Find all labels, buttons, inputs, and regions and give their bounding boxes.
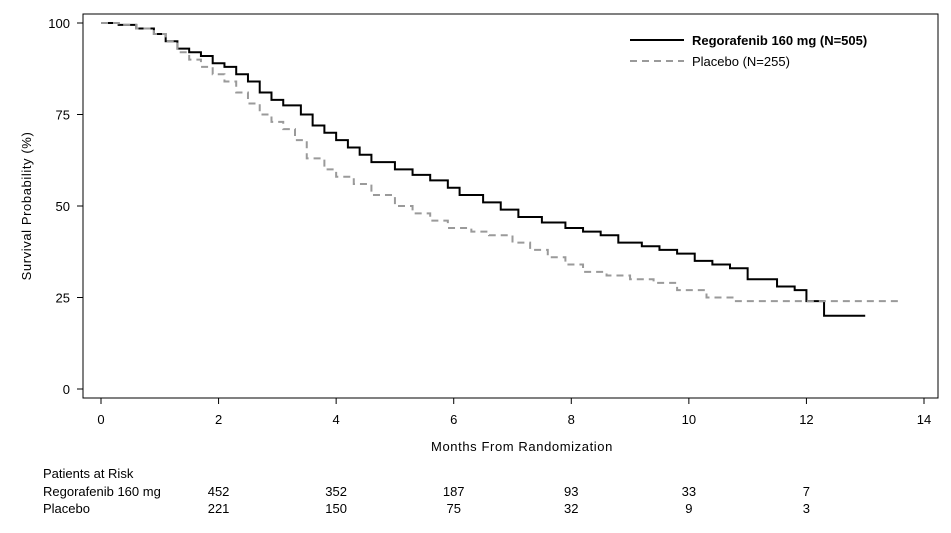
- risk-count: 150: [325, 501, 347, 516]
- y-tick-label: 100: [48, 16, 70, 31]
- risk-count: 221: [207, 501, 230, 516]
- legend-label-regorafenib: Regorafenib 160 mg (N=505): [692, 33, 867, 48]
- x-tick-label: 14: [917, 412, 931, 427]
- x-tick-label: 4: [333, 412, 340, 427]
- risk-count: 93: [564, 484, 579, 499]
- x-tick-label: 10: [682, 412, 696, 427]
- risk-count: 7: [802, 484, 811, 499]
- x-tick-label: 12: [799, 412, 813, 427]
- risk-count: 75: [446, 501, 461, 516]
- risk-count: 32: [564, 501, 579, 516]
- x-axis-label: Months From Randomization: [431, 439, 613, 454]
- series-line-regorafenib: [101, 22, 866, 317]
- y-tick-label: 75: [56, 108, 70, 123]
- x-tick-label: 2: [215, 412, 222, 427]
- plot-frame: [82, 13, 939, 399]
- risk-count: 33: [681, 484, 697, 499]
- legend: Regorafenib 160 mg (N=505) Placebo (N=25…: [630, 33, 867, 69]
- x-axis: 0 2 4 6 8 10 12 14: [97, 398, 931, 427]
- risk-count: 187: [442, 484, 465, 499]
- x-tick-label: 0: [97, 412, 104, 427]
- y-axis-label: Survival Probability (%): [19, 132, 34, 281]
- legend-label-placebo: Placebo (N=255): [692, 54, 790, 69]
- risk-table-title: Patients at Risk: [43, 466, 134, 481]
- series-line-placebo: [101, 22, 901, 303]
- y-tick-label: 25: [56, 291, 70, 306]
- y-tick-label: 0: [63, 382, 70, 397]
- risk-count: 9: [685, 501, 693, 516]
- risk-count: 352: [325, 484, 347, 499]
- risk-count: 452: [207, 484, 230, 499]
- risk-count: 3: [802, 501, 811, 516]
- y-axis: 0 25 50 75 100: [48, 16, 83, 397]
- x-tick-label: 8: [568, 412, 575, 427]
- risk-row-label: Regorafenib 160 mg: [43, 484, 161, 499]
- series-group: [101, 22, 901, 317]
- y-tick-label: 50: [56, 199, 70, 214]
- risk-row-label: Placebo: [43, 501, 90, 516]
- x-tick-label: 6: [450, 412, 457, 427]
